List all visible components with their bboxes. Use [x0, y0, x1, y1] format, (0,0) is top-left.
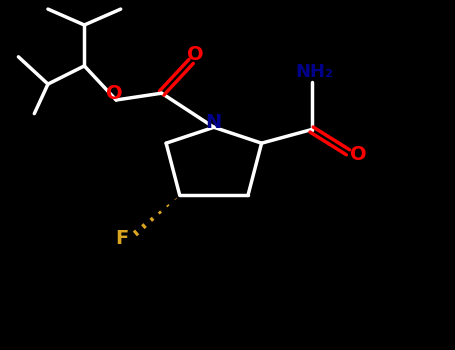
Text: N: N [205, 113, 221, 132]
Text: NH₂: NH₂ [295, 63, 333, 81]
Text: O: O [187, 45, 204, 64]
Text: O: O [106, 84, 122, 103]
Text: F: F [116, 229, 129, 248]
Text: O: O [349, 145, 366, 164]
